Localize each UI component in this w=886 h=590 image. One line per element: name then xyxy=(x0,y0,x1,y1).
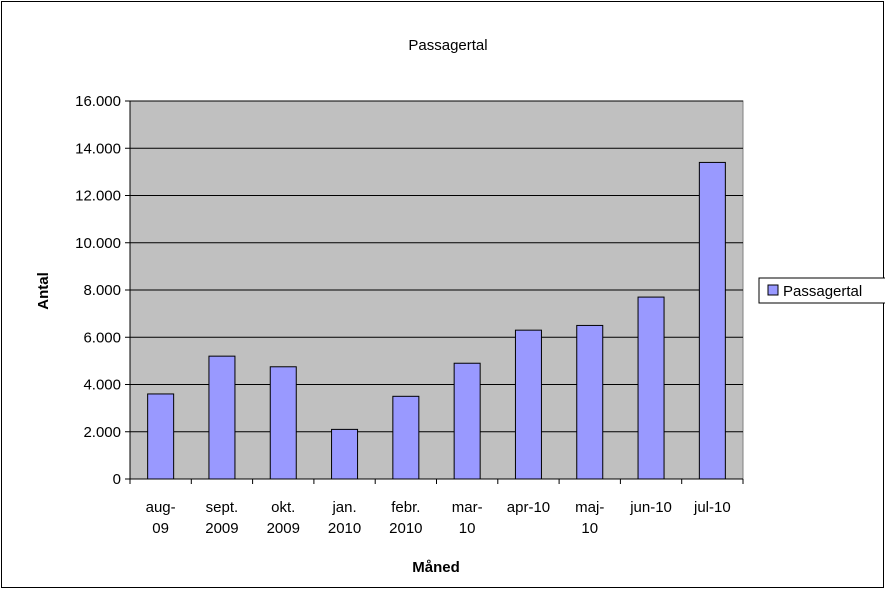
y-tick-label: 0 xyxy=(113,471,121,488)
legend-label: Passagertal xyxy=(783,283,862,300)
x-tick-label: sept. 2009 xyxy=(205,499,238,537)
bar xyxy=(147,393,175,480)
x-tick-label: febr. 2010 xyxy=(389,499,422,537)
bar xyxy=(453,362,481,480)
x-axis-label: Måned xyxy=(412,559,460,576)
x-tick-label: jul-10 xyxy=(693,499,731,516)
legend-swatch xyxy=(767,284,779,296)
x-tick-label: jun-10 xyxy=(629,499,672,516)
chart-title: Passagertal xyxy=(408,37,487,54)
bar xyxy=(269,366,297,480)
y-tick-label: 8.000 xyxy=(83,282,121,299)
y-tick-label: 10.000 xyxy=(75,235,121,252)
y-tick-label: 16.000 xyxy=(75,93,121,110)
y-tick-label: 14.000 xyxy=(75,140,121,157)
bar xyxy=(576,324,604,480)
y-tick-label: 2.000 xyxy=(83,424,121,441)
x-tick-label: maj-10 xyxy=(575,499,604,537)
y-tick-label: 12.000 xyxy=(75,188,121,205)
bars xyxy=(147,161,726,480)
bar xyxy=(392,395,420,480)
x-tick-label: okt. 2009 xyxy=(267,499,300,537)
y-axis: 0 2.000 4.000 6.000 8.000 10.000 12.000 14.000 1… xyxy=(75,93,131,488)
bar xyxy=(514,329,542,480)
x-axis: aug-09 sept. 2009 okt. 2009 jan. 2010 febr. 2010… xyxy=(129,478,744,537)
x-tick-label: aug-09 xyxy=(146,499,176,537)
bar xyxy=(637,296,665,480)
y-tick-label: 4.000 xyxy=(83,377,121,394)
x-tick-label: apr-10 xyxy=(507,499,550,516)
y-tick-label: 6.000 xyxy=(83,329,121,346)
y-axis-label: Antal xyxy=(35,272,52,310)
legend-box xyxy=(758,277,885,304)
x-tick-label: jan. 2010 xyxy=(328,499,361,537)
bar xyxy=(698,161,726,480)
x-tick-label: mar-10 xyxy=(452,499,483,537)
legend: Passagertal xyxy=(758,277,885,304)
bar xyxy=(331,428,359,480)
bar xyxy=(208,355,236,480)
